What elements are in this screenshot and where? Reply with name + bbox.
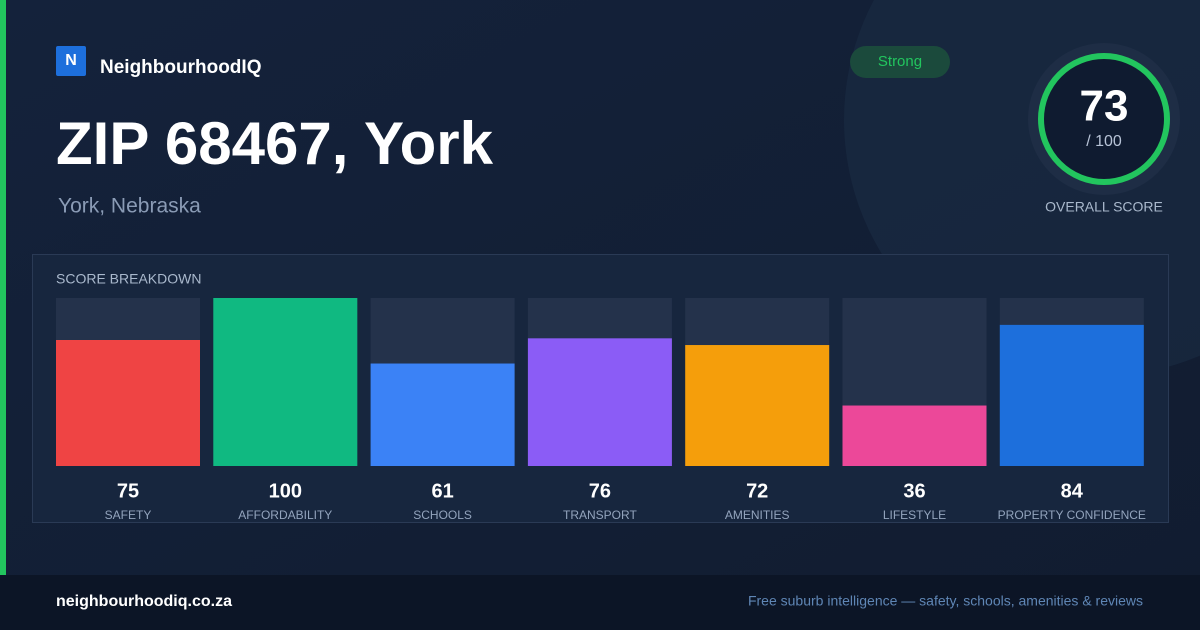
bar-label: AMENITIES bbox=[725, 508, 790, 522]
footer-band bbox=[0, 575, 1200, 630]
bar bbox=[999, 324, 1144, 466]
bar bbox=[213, 298, 358, 466]
badge-text: Strong bbox=[878, 53, 922, 70]
score-ring bbox=[1038, 53, 1170, 185]
bar bbox=[56, 340, 200, 466]
logo-letter: N bbox=[65, 52, 77, 69]
bar-value: 76 bbox=[589, 480, 611, 502]
bar-label: SCHOOLS bbox=[413, 508, 472, 522]
bar-value: 72 bbox=[746, 480, 768, 502]
bar-value: 36 bbox=[903, 480, 925, 502]
bar-value: 84 bbox=[1061, 480, 1084, 502]
title: ZIP 68467, York bbox=[56, 110, 494, 177]
bar-value: 100 bbox=[269, 480, 302, 502]
subtitle: York, Nebraska bbox=[58, 195, 201, 218]
bar-label: SAFETY bbox=[105, 508, 152, 522]
bar-value: 75 bbox=[117, 480, 139, 502]
bar bbox=[842, 405, 987, 466]
breakdown-title: SCORE BREAKDOWN bbox=[56, 271, 201, 287]
bar-label: AFFORDABILITY bbox=[238, 508, 332, 522]
footer-tagline: Free suburb intelligence — safety, schoo… bbox=[748, 593, 1143, 609]
badge bbox=[850, 46, 950, 78]
score-label: OVERALL SCORE bbox=[1045, 199, 1163, 215]
bar-label: PROPERTY CONFIDENCE bbox=[998, 508, 1146, 522]
footer-site: neighbourhoodiq.co.za bbox=[56, 593, 232, 610]
bar bbox=[370, 363, 515, 466]
accent-strip bbox=[0, 0, 6, 575]
score-value: 73 bbox=[1080, 82, 1129, 131]
bar-label: TRANSPORT bbox=[563, 508, 637, 522]
bar-value: 61 bbox=[431, 480, 453, 502]
logo bbox=[56, 46, 86, 76]
bar bbox=[527, 338, 672, 466]
bar-label: LIFESTYLE bbox=[883, 508, 946, 522]
brand-name: NeighbourhoodIQ bbox=[100, 57, 261, 78]
bar bbox=[685, 345, 830, 466]
score-max: / 100 bbox=[1086, 133, 1122, 150]
